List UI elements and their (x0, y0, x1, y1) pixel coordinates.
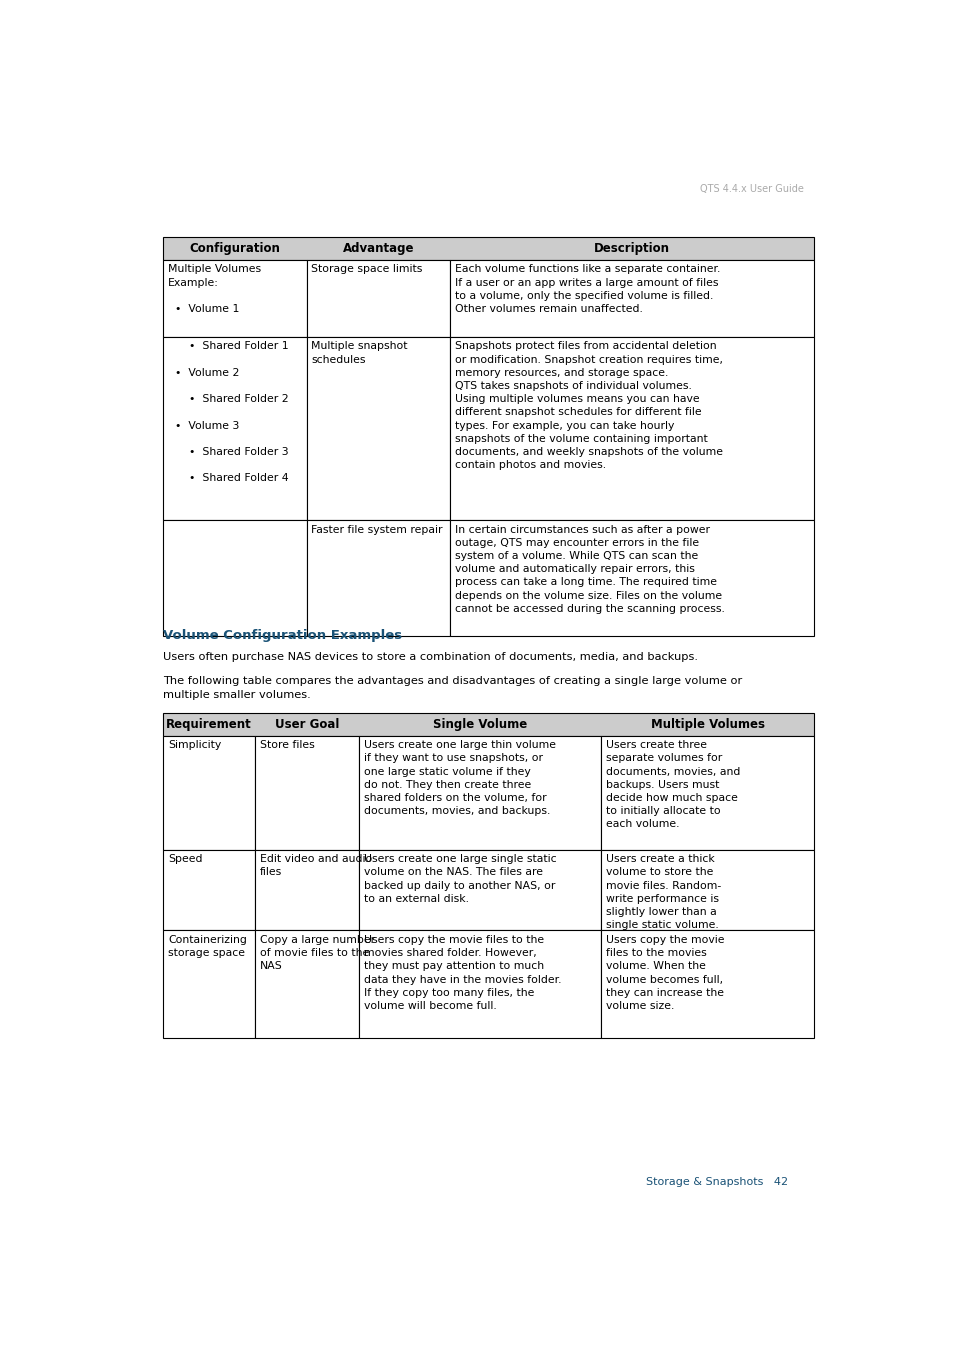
Text: Simplicity: Simplicity (168, 740, 221, 751)
Text: Storage space limits: Storage space limits (311, 265, 422, 274)
Text: •  Shared Folder 1

  •  Volume 2

      •  Shared Folder 2

  •  Volume 3

    : • Shared Folder 1 • Volume 2 • Shared Fo… (168, 342, 289, 483)
Bar (450, 336, 814, 520)
Bar (254, 849, 359, 930)
Text: Users copy the movie files to the
movies shared folder. However,
they must pay a: Users copy the movie files to the movies… (364, 936, 561, 1011)
Bar (254, 930, 359, 1038)
Text: Description: Description (594, 242, 670, 255)
Bar (359, 930, 600, 1038)
Bar (307, 259, 450, 336)
Text: Faster file system repair: Faster file system repair (311, 525, 442, 535)
Bar (307, 520, 450, 636)
Bar (450, 259, 814, 336)
Bar (307, 336, 450, 520)
Text: Speed: Speed (168, 855, 202, 864)
Text: Users create one large thin volume
if they want to use snapshots, or
one large s: Users create one large thin volume if th… (364, 740, 556, 817)
Text: Snapshots protect files from accidental deletion
or modification. Snapshot creat: Snapshots protect files from accidental … (455, 342, 722, 470)
Bar (450, 520, 814, 636)
Bar (163, 259, 307, 336)
Text: Volume Configuration Examples: Volume Configuration Examples (163, 629, 402, 643)
Text: Store files: Store files (259, 740, 314, 751)
Text: Multiple Volumes
Example:

  •  Volume 1: Multiple Volumes Example: • Volume 1 (168, 265, 261, 315)
Text: Each volume functions like a separate container.
If a user or an app writes a la: Each volume functions like a separate co… (455, 265, 720, 315)
Text: In certain circumstances such as after a power
outage, QTS may encounter errors : In certain circumstances such as after a… (455, 525, 724, 614)
Text: Storage & Snapshots   42: Storage & Snapshots 42 (645, 1177, 787, 1187)
Text: QTS 4.4.x User Guide: QTS 4.4.x User Guide (700, 184, 803, 193)
Bar (359, 849, 600, 930)
Bar (163, 520, 307, 636)
Text: Users copy the movie
files to the movies
volume. When the
volume becomes full,
t: Users copy the movie files to the movies… (605, 936, 723, 1011)
Bar (254, 736, 359, 849)
Bar (600, 736, 814, 849)
Bar (163, 736, 254, 849)
Text: Copy a large number
of movie files to the
NAS: Copy a large number of movie files to th… (259, 936, 375, 972)
Text: Users create three
separate volumes for
documents, movies, and
backups. Users mu: Users create three separate volumes for … (605, 740, 740, 829)
Bar (600, 930, 814, 1038)
Bar (359, 736, 600, 849)
Bar (163, 713, 814, 736)
Text: The following table compares the advantages and disadvantages of creating a sing: The following table compares the advanta… (163, 676, 741, 699)
Bar (163, 336, 307, 520)
Text: Advantage: Advantage (342, 242, 414, 255)
Text: Multiple Volumes: Multiple Volumes (650, 718, 764, 730)
Text: Edit video and audio
files: Edit video and audio files (259, 855, 372, 878)
Text: Containerizing
storage space: Containerizing storage space (168, 936, 247, 958)
Bar (163, 849, 254, 930)
Bar (600, 849, 814, 930)
Text: Users create a thick
volume to store the
movie files. Random-
write performance : Users create a thick volume to store the… (605, 855, 720, 930)
Text: Multiple snapshot
schedules: Multiple snapshot schedules (311, 342, 408, 365)
Text: Requirement: Requirement (166, 718, 252, 730)
Text: Configuration: Configuration (190, 242, 280, 255)
Text: User Goal: User Goal (274, 718, 339, 730)
Text: Single Volume: Single Volume (433, 718, 527, 730)
Text: Users often purchase NAS devices to store a combination of documents, media, and: Users often purchase NAS devices to stor… (163, 652, 698, 662)
Bar (163, 930, 254, 1038)
Bar (163, 236, 814, 259)
Text: Users create one large single static
volume on the NAS. The files are
backed up : Users create one large single static vol… (364, 855, 557, 904)
